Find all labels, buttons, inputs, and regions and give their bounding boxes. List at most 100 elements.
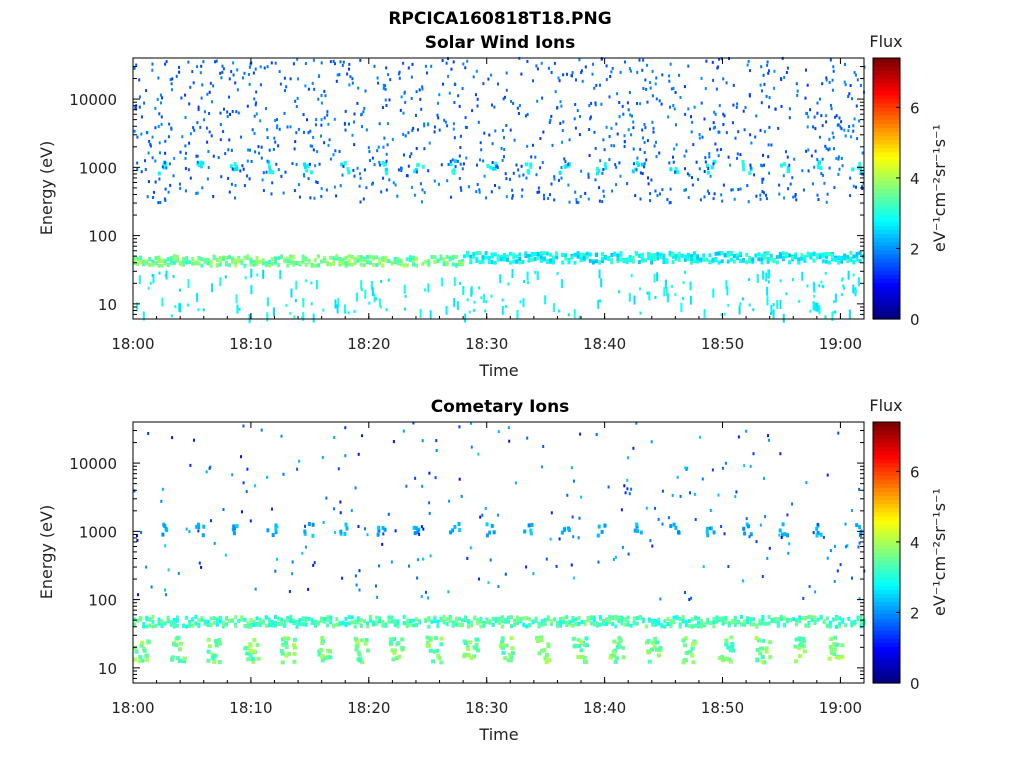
heatmap-cell (453, 277, 456, 287)
heatmap-cell (264, 615, 268, 620)
colorbar-segment (873, 172, 900, 177)
heatmap-cell (140, 640, 145, 645)
heatmap-cell (389, 640, 394, 645)
heatmap-cell (674, 525, 678, 530)
colorbar-segment (873, 176, 900, 181)
heatmap-cell (757, 257, 761, 262)
heatmap-cell (579, 115, 581, 118)
heatmap-cell (412, 525, 416, 530)
heatmap-cell (687, 619, 691, 623)
heatmap-cell (850, 135, 853, 139)
heatmap-cell (382, 83, 385, 87)
heatmap-cell (356, 101, 359, 105)
heatmap-cell (823, 181, 826, 185)
heatmap-cell (298, 261, 302, 265)
colorbar-segment (873, 491, 900, 497)
heatmap-cell (562, 616, 566, 621)
heatmap-cell (685, 149, 688, 153)
heatmap-cell (787, 551, 790, 555)
heatmap-cell (301, 254, 305, 259)
heatmap-cell (284, 645, 289, 650)
heatmap-cell (763, 130, 766, 134)
heatmap-cell (339, 60, 342, 64)
heatmap-cell (458, 104, 461, 108)
heatmap-cell (283, 76, 286, 80)
heatmap-cell (515, 259, 519, 264)
heatmap-cell (139, 95, 141, 99)
heatmap-cell (840, 654, 845, 659)
heatmap-cell (172, 260, 176, 265)
colorbar-segment (873, 528, 900, 533)
x-axis-label: Time (478, 361, 518, 380)
heatmap-cell (160, 619, 164, 624)
heatmap-cell (694, 616, 697, 621)
heatmap-cell (333, 185, 336, 189)
heatmap-cell (476, 183, 479, 186)
heatmap-cell (720, 251, 724, 256)
colorbar-segment (873, 310, 900, 316)
heatmap-cell (303, 165, 307, 170)
heatmap-cell (253, 97, 256, 101)
heatmap-cell (619, 251, 623, 256)
heatmap-cell (623, 140, 626, 143)
colorbar-segment (873, 654, 900, 660)
heatmap-cell (578, 58, 581, 62)
heatmap-cell (600, 102, 603, 106)
heatmap-cell (482, 82, 485, 86)
heatmap-cell (356, 616, 360, 621)
heatmap-cell (527, 254, 531, 258)
heatmap-cell (140, 531, 143, 534)
heatmap-cell (466, 253, 470, 258)
heatmap-cell (797, 260, 801, 265)
heatmap-cell (454, 165, 457, 168)
heatmap-cell (221, 64, 224, 68)
heatmap-cell (553, 175, 556, 179)
heatmap-cell (813, 621, 817, 625)
heatmap-cell (822, 535, 825, 539)
heatmap-cell (821, 124, 824, 128)
heatmap-cell (780, 536, 783, 539)
heatmap-cell (371, 287, 374, 297)
heatmap-cell (350, 509, 353, 512)
heatmap-cell (359, 638, 364, 643)
x-tick-label: 18:50 (701, 699, 744, 717)
heatmap-cell (852, 129, 855, 133)
heatmap-cell (509, 128, 512, 132)
heatmap-cell (433, 260, 437, 264)
heatmap-cell (327, 143, 330, 147)
heatmap-cell (780, 532, 784, 537)
heatmap-cell (530, 522, 534, 527)
heatmap-cell (741, 160, 745, 164)
heatmap-cell (767, 621, 771, 626)
heatmap-cell (786, 66, 789, 70)
heatmap-cell (508, 439, 511, 443)
heatmap-cell (562, 73, 565, 77)
heatmap-cell (681, 615, 685, 619)
heatmap-cell (547, 66, 550, 70)
heatmap-cell (232, 73, 235, 77)
heatmap-cell (439, 617, 443, 622)
heatmap-cell (853, 117, 856, 121)
heatmap-cell (770, 311, 772, 315)
heatmap-cell (655, 647, 659, 652)
heatmap-cell (139, 260, 143, 265)
heatmap-cell (497, 617, 501, 621)
heatmap-cell (763, 476, 766, 480)
heatmap-cell (783, 532, 787, 537)
heatmap-cell (297, 77, 300, 81)
heatmap-cell (679, 96, 682, 99)
heatmap-cell (403, 153, 405, 157)
heatmap-cell (507, 619, 510, 624)
heatmap-cell (355, 583, 358, 587)
heatmap-cell (390, 615, 394, 620)
heatmap-cell (577, 201, 580, 205)
heatmap-cell (691, 183, 694, 187)
heatmap-cell (546, 657, 551, 662)
heatmap-cell (639, 171, 642, 175)
heatmap-cell (631, 259, 635, 264)
heatmap-cell (776, 299, 779, 309)
heatmap-cell (518, 256, 522, 261)
heatmap-cell (303, 173, 305, 176)
heatmap-cell (317, 97, 320, 101)
